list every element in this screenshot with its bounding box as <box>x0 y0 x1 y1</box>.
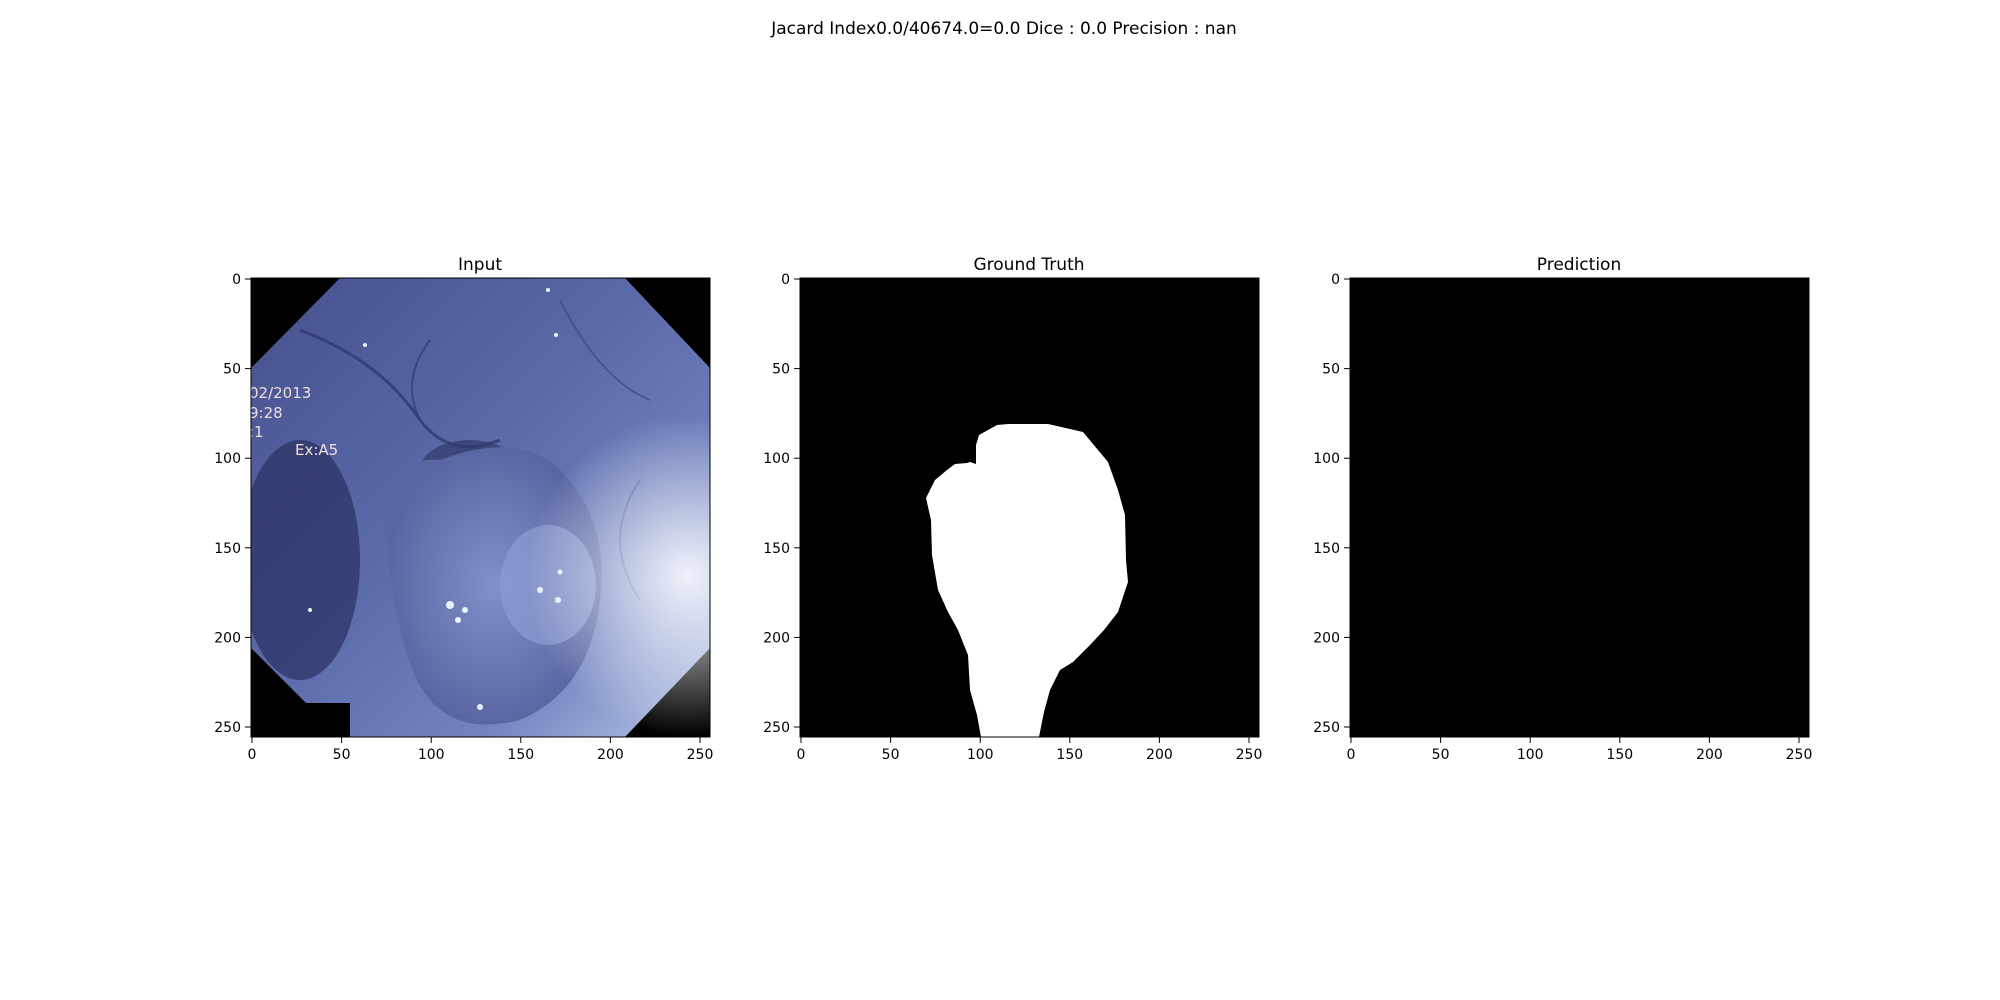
x-tick-label: 50 <box>333 747 351 763</box>
input-overlay-index: :1 <box>249 423 264 441</box>
ground-truth-panel-title: Ground Truth <box>973 255 1084 275</box>
y-tick-label: 0 <box>232 272 241 288</box>
x-tick-label: 100 <box>967 747 994 763</box>
y-tick-label: 200 <box>214 630 241 646</box>
y-tick-label: 150 <box>1313 541 1340 557</box>
y-tick-label: 150 <box>763 541 790 557</box>
x-tick-label: 250 <box>1236 747 1263 763</box>
input-y-ticks: 0 50 100 150 200 250 <box>214 272 251 736</box>
y-tick-label: 200 <box>763 630 790 646</box>
x-tick-label: 0 <box>797 747 806 763</box>
ground-truth-x-ticks: 0 50 100 150 200 250 <box>797 737 1263 763</box>
x-tick-label: 50 <box>882 747 900 763</box>
prediction-panel-title: Prediction <box>1537 255 1621 275</box>
y-tick-label: 100 <box>1313 451 1340 467</box>
y-tick-label: 100 <box>214 451 241 467</box>
input-overlay-code: Ex:A5 <box>295 441 338 459</box>
x-tick-label: 150 <box>507 747 534 763</box>
prediction-panel: Prediction 0 50 100 150 200 250 0 50 100 150 200 2… <box>1313 255 1812 763</box>
x-tick-label: 150 <box>1056 747 1083 763</box>
y-tick-label: 50 <box>1322 362 1340 378</box>
y-tick-label: 0 <box>781 272 790 288</box>
figure-suptitle: Jacard Index0.0/40674.0=0.0 Dice : 0.0 P… <box>770 19 1237 39</box>
y-tick-label: 50 <box>223 362 241 378</box>
ground-truth-mask-region <box>926 424 1128 737</box>
input-overlay-time: 9:28 <box>249 404 283 422</box>
x-tick-label: 0 <box>1347 747 1356 763</box>
input-panel-title: Input <box>458 255 502 275</box>
input-panel: Input <box>214 255 713 763</box>
y-tick-label: 250 <box>763 720 790 736</box>
y-tick-label: 50 <box>772 362 790 378</box>
input-x-ticks: 0 50 100 150 200 250 <box>248 737 714 763</box>
y-tick-label: 200 <box>1313 630 1340 646</box>
x-tick-label: 100 <box>1517 747 1544 763</box>
input-overlay-date: 02/2013 <box>249 384 311 402</box>
y-tick-label: 250 <box>214 720 241 736</box>
x-tick-label: 0 <box>248 747 257 763</box>
x-tick-label: 250 <box>687 747 714 763</box>
x-tick-label: 250 <box>1786 747 1813 763</box>
y-tick-label: 150 <box>214 541 241 557</box>
x-tick-label: 50 <box>1432 747 1450 763</box>
x-tick-label: 200 <box>1696 747 1723 763</box>
y-tick-label: 250 <box>1313 720 1340 736</box>
x-tick-label: 200 <box>597 747 624 763</box>
x-tick-label: 100 <box>418 747 445 763</box>
ground-truth-y-ticks: 0 50 100 150 200 250 <box>763 272 800 736</box>
ground-truth-panel: Ground Truth 0 50 100 150 200 250 0 50 100 150 20… <box>763 255 1262 763</box>
prediction-image <box>1350 278 1809 737</box>
prediction-x-ticks: 0 50 100 150 200 250 <box>1347 737 1813 763</box>
x-tick-label: 150 <box>1606 747 1633 763</box>
input-image: 02/2013 9:28 :1 Ex:A5 <box>249 278 710 737</box>
y-tick-label: 0 <box>1331 272 1340 288</box>
prediction-y-ticks: 0 50 100 150 200 250 <box>1313 272 1350 736</box>
y-tick-label: 100 <box>763 451 790 467</box>
x-tick-label: 200 <box>1146 747 1173 763</box>
input-axes-frame <box>250 277 711 738</box>
